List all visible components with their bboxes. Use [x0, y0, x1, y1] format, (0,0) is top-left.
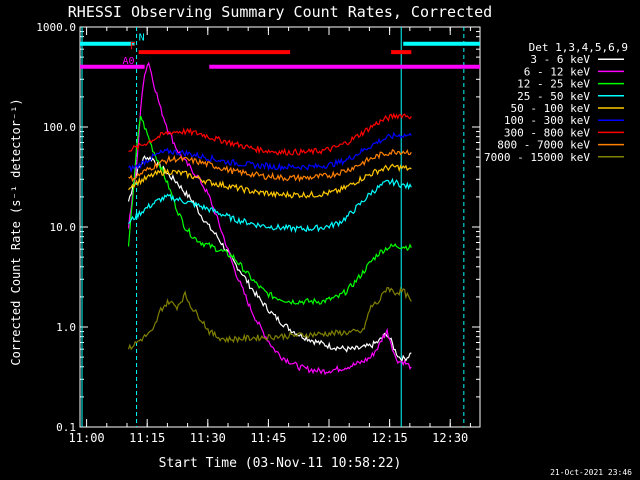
y-tick-label: 0.1 [56, 421, 76, 434]
x-tick-label: 12:30 [432, 431, 468, 445]
x-tick-label: 12:00 [311, 431, 347, 445]
x-tick-label: 11:00 [69, 431, 105, 445]
legend-label: 3 - 6 keV [530, 53, 590, 66]
legend-label: 50 - 100 keV [511, 102, 591, 115]
state-bar-label: F [130, 41, 136, 52]
legend-label: 300 - 800 keV [504, 126, 590, 139]
plot-area: 1000.0 100.0 10.0 1.0 0.111:00 11:15 11:30 11:4… [36, 21, 481, 445]
x-tick-label: 11:30 [190, 431, 226, 445]
state-bar-label: N [139, 33, 145, 44]
legend-label: 6 - 12 keV [524, 65, 591, 78]
series-line-50-100-kev [128, 163, 412, 199]
legend-label: 800 - 7000 keV [497, 139, 590, 152]
series-line-12-25-kev [127, 115, 412, 306]
series-line-6-12-kev [127, 61, 412, 376]
y-tick-label: 1000.0 [36, 21, 76, 34]
x-tick-label: 11:15 [129, 431, 165, 445]
y-axis-label: Corrected Count Rate (s⁻¹ detector⁻¹) [9, 98, 23, 365]
state-bar-label: A0 [122, 56, 134, 67]
series-line-3-6-kev [127, 154, 412, 363]
x-axis-label: Start Time (03-Nov-11 10:58:22) [159, 456, 402, 471]
series-line-25-50-kev [128, 177, 412, 234]
y-tick-label: 1.0 [56, 321, 76, 334]
x-tick-label: 12:15 [372, 431, 408, 445]
y-tick-label: 100.0 [43, 121, 76, 134]
legend-label: 7000 - 15000 keV [484, 151, 590, 164]
legend-label: 12 - 25 keV [517, 78, 590, 91]
footer-timestamp: 21-Oct-2021 23:46 [550, 468, 632, 477]
legend-title: Det 1,3,4,5,6,9 [529, 41, 628, 54]
chart-title: RHESSI Observing Summary Count Rates, Co… [68, 3, 492, 21]
legend-label: 25 - 50 keV [517, 90, 590, 103]
series-line-100-300-kev [128, 131, 412, 173]
series-line-7000-15000-kev [127, 286, 412, 351]
y-tick-label: 10.0 [50, 221, 77, 234]
series-line-300-800-kev [128, 112, 412, 156]
series-line-800-7000-kev [128, 148, 412, 183]
x-tick-label: 11:45 [250, 431, 286, 445]
legend-label: 100 - 300 keV [504, 114, 590, 127]
